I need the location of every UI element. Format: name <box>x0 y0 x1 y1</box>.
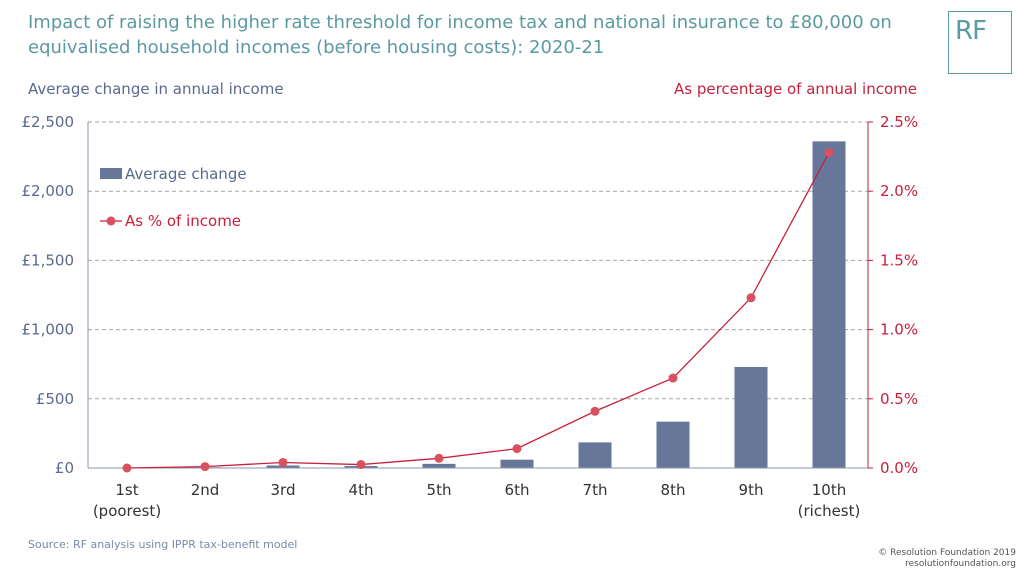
y-tick-label-right: 1.5% <box>880 251 918 269</box>
x-tick-label: 8th <box>661 481 686 499</box>
bar <box>500 459 534 468</box>
x-tick-label: 7th <box>583 481 608 499</box>
y-tick-label-left: £0 <box>55 459 74 477</box>
chart-title: Impact of raising the higher rate thresh… <box>28 12 892 58</box>
gridlines <box>88 121 868 400</box>
credit-website: resolutionfoundation.org <box>905 559 1016 569</box>
percent-point <box>122 463 132 473</box>
percent-point <box>434 453 444 463</box>
y-tick-label-left: £2,500 <box>22 113 75 131</box>
bar <box>422 463 456 468</box>
percent-point <box>824 147 834 157</box>
percent-point <box>590 406 600 416</box>
x-tick-label: 5th <box>427 481 452 499</box>
legend-marker <box>106 216 116 226</box>
x-tick-label: 1st (poorest) <box>93 481 161 520</box>
line-series <box>122 147 834 473</box>
resolution-foundation-logo: RF <box>948 11 1012 74</box>
x-tick-label: 4th <box>349 481 374 499</box>
y-tick-label-right: 0.5% <box>880 390 918 408</box>
y-tick-label-left: £500 <box>36 390 74 408</box>
axes <box>87 121 873 469</box>
bar <box>734 366 768 468</box>
bar <box>812 141 846 468</box>
right-axis-title: As percentage of annual income <box>673 80 917 98</box>
y-tick-label-left: £1,000 <box>22 321 75 339</box>
credit-copyright: © Resolution Foundation 2019 <box>878 548 1016 558</box>
source-note: Source: RF analysis using IPPR tax-benef… <box>28 538 298 551</box>
percent-point <box>356 460 366 470</box>
legend-swatch-bar <box>100 168 122 179</box>
y-tick-label-left: £2,000 <box>22 182 75 200</box>
percent-point <box>746 293 756 303</box>
bar-series <box>188 141 846 468</box>
credit: © Resolution Foundation 2019 resolutionf… <box>878 548 1016 570</box>
bar <box>578 442 612 468</box>
y-tick-label-right: 1.0% <box>880 321 918 339</box>
y-tick-label-right: 2.5% <box>880 113 918 131</box>
x-tick-label: 2nd <box>191 481 220 499</box>
x-tick-label: 9th <box>739 481 764 499</box>
tick-labels: £0 0.0% £500 0.5% £1,000 1.0% £1,500 1.5% £2,000… <box>22 113 919 520</box>
legend-label-bar: Average change <box>125 165 247 183</box>
y-tick-label-right: 2.0% <box>880 182 918 200</box>
x-tick-label: 10th (richest) <box>798 481 861 520</box>
logo-text: RF <box>955 16 987 46</box>
x-tick-label: 6th <box>505 481 530 499</box>
left-axis-title: Average change in annual income <box>28 80 284 98</box>
percent-point <box>278 457 288 467</box>
percent-point <box>512 444 522 454</box>
bar <box>656 421 690 468</box>
percent-point <box>200 462 210 472</box>
y-tick-label-left: £1,500 <box>22 251 75 269</box>
percent-line <box>126 152 830 469</box>
percent-point <box>668 373 678 383</box>
x-tick-label: 3rd <box>271 481 296 499</box>
legend: Average change As % of income <box>100 165 247 230</box>
y-tick-label-right: 0.0% <box>880 459 918 477</box>
legend-label-line: As % of income <box>125 212 241 230</box>
